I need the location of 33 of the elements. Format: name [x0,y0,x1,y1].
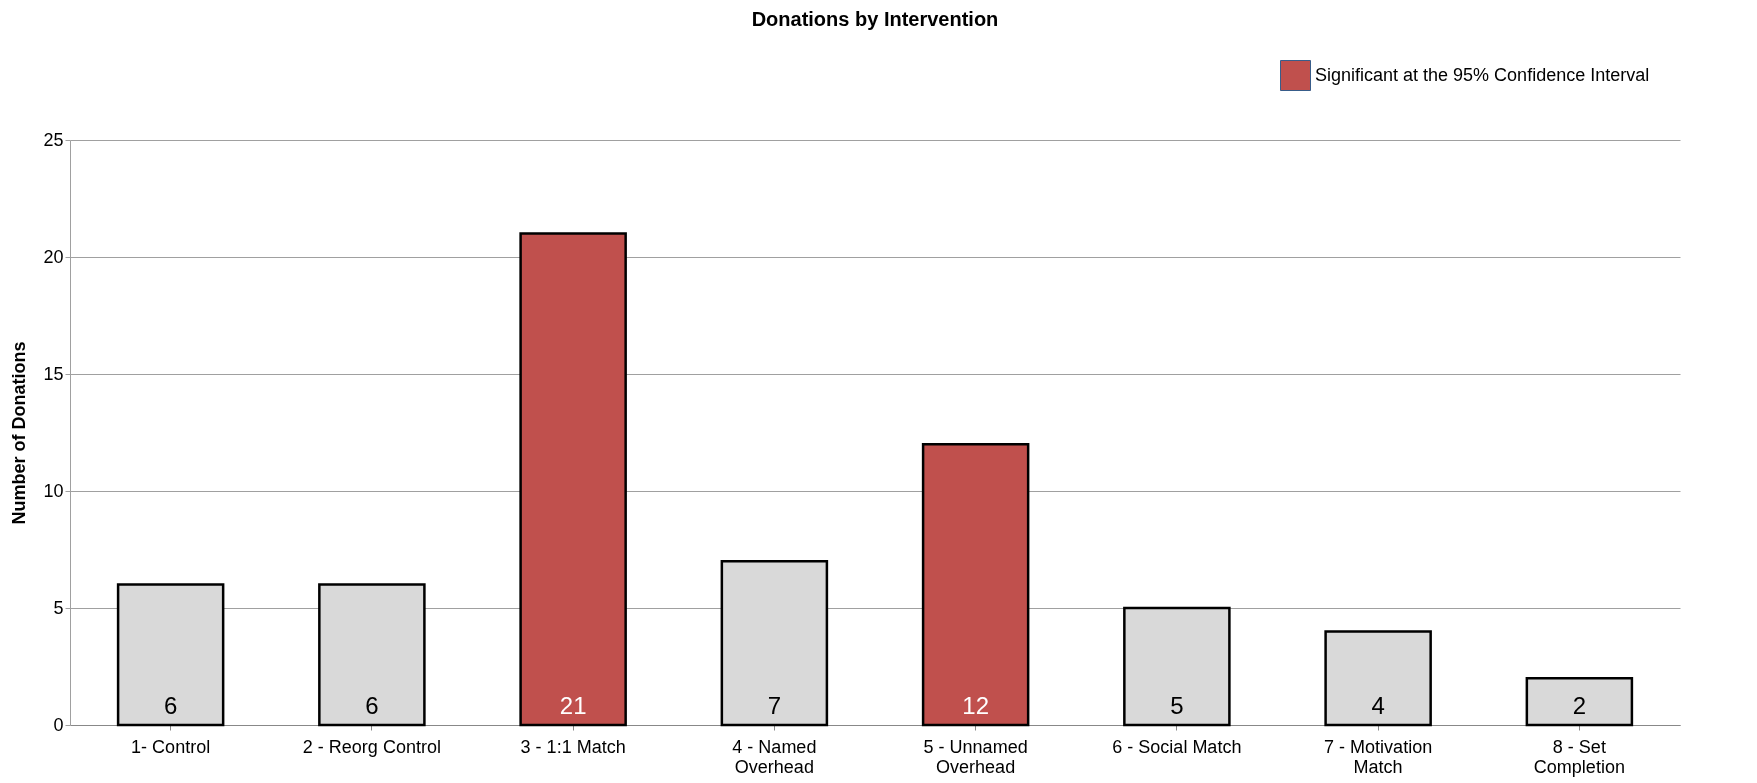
x-tick-label: 7 - Motivation Match [1324,736,1433,777]
y-tick-label: 25 [43,129,64,150]
x-tick-label: 8 - Set Completion [1533,736,1625,777]
bar [318,583,426,727]
x-tick-label: 3 - 1:1 Match [520,736,626,757]
data-label: 7 [767,692,782,719]
bar [519,232,627,727]
bar [720,559,829,727]
bar [116,583,225,727]
x-tick-label: 2 - Reorg Control [302,736,441,757]
y-tick-label: 5 [53,597,64,618]
data-label: 21 [559,692,587,719]
x-tick-label: 4 - Named Overhead [732,736,817,777]
data-label: 4 [1371,692,1385,719]
y-tick-label: 20 [43,246,64,267]
data-label: 6 [365,692,379,719]
chart-title: Donations by Intervention [751,8,999,30]
y-tick-label: 0 [53,714,64,735]
data-label: 12 [962,692,989,719]
y-axis-title: Number of Donations [9,341,30,525]
x-tick-label: 6 - Social Match [1112,736,1242,757]
bar [1324,630,1432,727]
data-label: 5 [1170,692,1184,719]
legend-label: Significant at the 95% Confidence Interval [1315,64,1650,85]
data-label: 2 [1572,692,1587,719]
y-tick-label: 15 [43,363,64,384]
data-label: 6 [163,692,178,719]
x-tick-label: 1- Control [131,736,211,757]
bar [1123,606,1231,727]
bar [921,442,1030,727]
x-tick-label: 5 - Unnamed Overhead [923,736,1028,777]
bar [1525,676,1634,727]
y-tick-label: 10 [43,480,64,501]
